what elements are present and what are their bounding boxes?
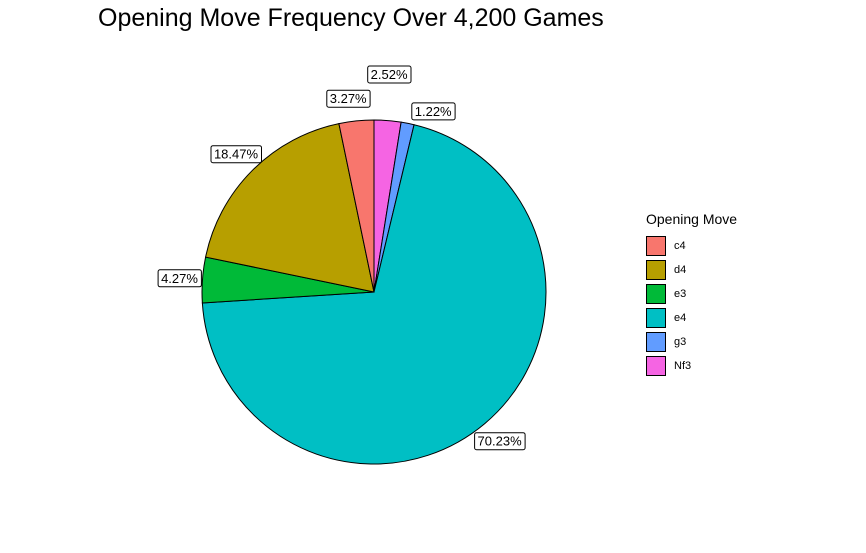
pie-slices bbox=[201, 119, 547, 465]
pie-labels: 2.52% 1.22% 70.23% 4.27% 18.47% 3.27% bbox=[157, 65, 526, 451]
pie-label-box-e4 bbox=[474, 432, 526, 451]
legend-label-e3: e3 bbox=[674, 288, 687, 300]
legend-item-g3: g3 bbox=[646, 330, 737, 354]
legend-label-c4: c4 bbox=[674, 240, 686, 252]
legend-swatch-d4 bbox=[646, 260, 666, 280]
pie-label-text-c4: 3.27% bbox=[330, 91, 367, 106]
legend-item-d4: d4 bbox=[646, 258, 737, 282]
legend-item-e3: e3 bbox=[646, 282, 737, 306]
pie-slice-c4 bbox=[338, 119, 375, 293]
legend-item-c4: c4 bbox=[646, 234, 737, 258]
legend-label-d4: d4 bbox=[674, 264, 687, 276]
legend-label-e4: e4 bbox=[674, 312, 687, 324]
pie-label-box-g3 bbox=[411, 102, 456, 121]
pie-slice-e4 bbox=[201, 124, 547, 465]
legend-swatch-e3 bbox=[646, 284, 666, 304]
pie-label-text-nf3: 2.52% bbox=[371, 67, 408, 82]
pie-slice-d4 bbox=[204, 123, 375, 293]
pie-label-box-c4 bbox=[326, 89, 371, 108]
pie-label-text-e4: 70.23% bbox=[478, 434, 523, 449]
legend-swatch-e4 bbox=[646, 308, 666, 328]
chart-title: Opening Move Frequency Over 4,200 Games bbox=[98, 4, 604, 32]
pie-label-d4: 18.47% bbox=[210, 145, 262, 164]
legend-label-g3: g3 bbox=[674, 336, 687, 348]
pie-label-box-nf3 bbox=[367, 65, 412, 84]
pie-label-text-g3: 1.22% bbox=[415, 104, 452, 119]
pie-label-c4: 3.27% bbox=[326, 89, 371, 108]
pie-label-e3: 4.27% bbox=[157, 269, 202, 288]
legend: Opening Move c4 d4 e3 e4 g3 Nf3 bbox=[646, 211, 737, 378]
legend-title: Opening Move bbox=[646, 211, 738, 227]
pie-label-box-e3 bbox=[157, 269, 202, 288]
pie-label-nf3: 2.52% bbox=[367, 65, 412, 84]
pie-label-box-d4 bbox=[210, 145, 262, 164]
legend-label-nf3: Nf3 bbox=[674, 360, 692, 372]
pie-label-text-d4: 18.47% bbox=[214, 147, 259, 162]
legend-swatch-c4 bbox=[646, 236, 666, 256]
legend-item-nf3: Nf3 bbox=[646, 354, 737, 378]
pie-label-text-e3: 4.27% bbox=[161, 271, 198, 286]
legend-items: c4 d4 e3 e4 g3 Nf3 bbox=[646, 234, 737, 378]
legend-swatch-g3 bbox=[646, 332, 666, 352]
legend-item-e4: e4 bbox=[646, 306, 737, 330]
pie-label-e4: 70.23% bbox=[474, 432, 526, 451]
pie-label-g3: 1.22% bbox=[411, 102, 456, 121]
legend-swatch-nf3 bbox=[646, 356, 666, 376]
